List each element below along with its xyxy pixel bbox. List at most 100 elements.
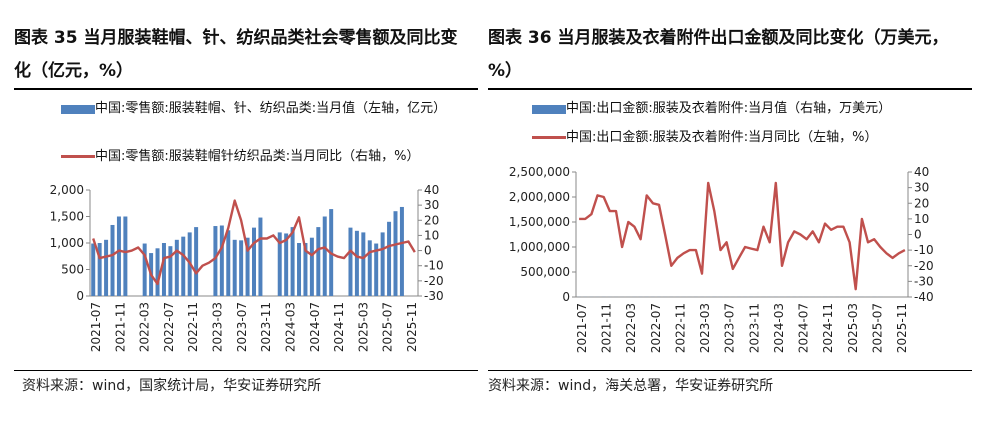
x-tick-label: 2021-07 (575, 303, 589, 353)
chart-export: 2,500,000 2,000,000 1,500,000 1,000,000 500,… (509, 165, 934, 353)
y-right-tick-label: -20 (424, 274, 444, 288)
x-tick-label: 2025-11 (405, 302, 419, 352)
x-tick-label: 2023-11 (259, 302, 273, 352)
source-rule (488, 370, 972, 371)
series-line (92, 199, 416, 286)
y-left-tick-label: 2,500,000 (509, 165, 570, 179)
legend-swatch-line (61, 155, 95, 158)
y-left-tick-label: 500,000 (520, 265, 570, 279)
bar (393, 211, 398, 296)
x-tick-label: 2023-03 (211, 302, 225, 352)
source-rule (14, 370, 478, 371)
x-tick-label: 2024-07 (797, 303, 811, 353)
x-tick-label: 2022-07 (649, 303, 663, 353)
bar (258, 217, 263, 296)
bar (110, 224, 115, 296)
legend-item-line: 中国:出口金额:服装及衣着附件:当月同比（左轴，%） (532, 127, 966, 148)
x-tick-label: 2024-07 (308, 302, 322, 352)
y-right-tick-label: 40 (914, 165, 929, 179)
y-right-tick-label: 10 (914, 212, 929, 226)
legend-label-bar: 中国:零售额:服装鞋帽、针、纺织品类:当月值（左轴，亿元） (95, 101, 447, 116)
x-tick-label: 2022-03 (138, 302, 152, 352)
bar (277, 232, 282, 296)
x-tick-label: 2021-07 (89, 302, 103, 352)
x-tick-label: 2023-11 (747, 303, 761, 353)
bar (174, 239, 179, 296)
y-left-tick-label: 0 (562, 290, 570, 304)
bar (181, 236, 186, 296)
title-rule (14, 88, 478, 90)
x-tick-label: 2024-03 (283, 302, 297, 352)
bar (361, 232, 366, 296)
y-left-tick-label: 1,000 (50, 236, 84, 250)
y-right-tick-label: -20 (914, 259, 934, 273)
bar (309, 237, 314, 296)
bar (303, 243, 308, 296)
bar (348, 227, 353, 296)
chart-panel-export: 图表 36 当月服装及衣着附件出口金额及同比变化（万美元，%） 中国:出口金额:… (484, 0, 992, 426)
x-tick-label: 2021-11 (600, 303, 614, 353)
legend-item-line: 中国:零售额:服装鞋帽针纺织品类:当月同比（右轴，%） (61, 146, 455, 167)
y-right-tick-label: 0 (914, 228, 922, 242)
x-tick-label: 2021-11 (113, 302, 127, 352)
y-right-tick-label: 30 (914, 181, 929, 195)
y-right-tick-label: -10 (424, 259, 444, 273)
bar (399, 206, 404, 296)
y-left-tick-label: 1,500,000 (509, 215, 570, 229)
bar (367, 240, 372, 296)
title-rule (488, 88, 972, 90)
y-right-tick-label: 0 (424, 244, 432, 258)
bar (374, 243, 379, 296)
bar (194, 227, 199, 296)
chart-retail: 2,0001,5001,0005000403020100-10-20-30202… (50, 183, 444, 352)
x-tick-label: 2025-03 (846, 303, 860, 353)
legend-label-line: 中国:零售额:服装鞋帽针纺织品类:当月同比（右轴，%） (95, 149, 420, 164)
source-note: 资料来源：wind，国家统计局，华安证券研究所 (22, 378, 322, 394)
y-right-tick-label: -10 (914, 243, 934, 257)
y-right-tick-label: -30 (914, 274, 934, 288)
bar (245, 237, 250, 296)
bar (97, 243, 102, 296)
bar (91, 243, 96, 296)
bar (123, 216, 128, 296)
y-right-tick-label: -30 (424, 289, 444, 303)
x-tick-label: 2022-11 (186, 302, 200, 352)
y-right-tick-label: 10 (424, 228, 439, 242)
legend-swatch-bar (532, 105, 566, 114)
x-tick-label: 2025-11 (895, 303, 909, 353)
bar (316, 227, 321, 296)
x-tick-label: 2023-07 (235, 302, 249, 352)
y-right-tick-label: 20 (424, 213, 439, 227)
y-right-tick-label: 30 (424, 198, 439, 212)
legend-label-line: 中国:出口金额:服装及衣着附件:当月同比（左轴，%） (566, 130, 878, 145)
x-tick-label: 2022-07 (162, 302, 176, 352)
bar (297, 243, 302, 296)
bar (322, 216, 327, 296)
legend-swatch-line (532, 136, 566, 139)
bar (116, 216, 121, 296)
chart-panel-retail: 图表 35 当月服装鞋帽、针、纺织品类社会零售额及同比变化（亿元，%） 中国:零… (0, 0, 478, 426)
x-tick-label: 2024-11 (821, 303, 835, 353)
bar (142, 243, 147, 296)
x-tick-label: 2022-03 (624, 303, 638, 353)
bar (252, 227, 256, 296)
bar (213, 226, 218, 296)
source-note: 资料来源：wind，海关总署，华安证券研究所 (488, 378, 774, 394)
x-tick-label: 2023-03 (698, 303, 712, 353)
bar (387, 221, 392, 296)
x-tick-label: 2024-11 (332, 302, 346, 352)
x-tick-label: 2024-03 (772, 303, 786, 353)
bar (155, 248, 160, 296)
bar (290, 227, 295, 296)
legend-item-bar: 中国:零售额:服装鞋帽、针、纺织品类:当月值（左轴，亿元） (61, 98, 455, 119)
bar (239, 240, 244, 296)
x-tick-label: 2025-07 (381, 302, 395, 352)
y-left-tick-label: 500 (61, 263, 84, 277)
bar (380, 232, 385, 296)
series-line (579, 181, 906, 291)
x-tick-label: 2025-07 (870, 303, 884, 353)
y-left-tick-label: 0 (76, 289, 84, 303)
bar (161, 243, 166, 296)
bar (219, 225, 224, 296)
x-tick-label: 2023-07 (723, 303, 737, 353)
